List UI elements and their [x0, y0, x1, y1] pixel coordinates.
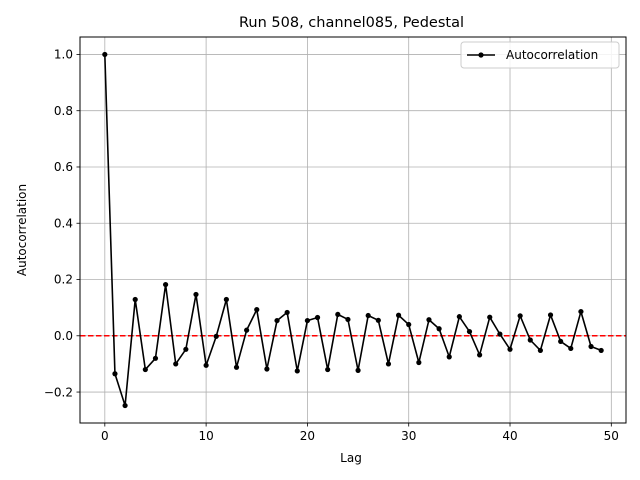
data-point — [426, 317, 432, 323]
data-point — [142, 366, 148, 373]
data-point — [325, 366, 331, 373]
data-point — [477, 352, 483, 358]
data-point — [162, 281, 169, 288]
data-point — [264, 366, 270, 372]
y-tick-label: 0.2 — [54, 273, 73, 287]
data-point — [365, 312, 371, 319]
x-tick-label: 40 — [502, 429, 517, 443]
data-point — [233, 364, 240, 370]
data-point — [497, 331, 503, 337]
data-point — [436, 326, 442, 332]
data-point — [598, 347, 604, 354]
data-point — [456, 314, 462, 320]
y-tick-label: 0.0 — [54, 329, 73, 343]
x-tick-label: 30 — [401, 429, 416, 443]
data-point — [284, 309, 290, 316]
data-point — [537, 347, 544, 354]
y-tick-label: 1.0 — [54, 48, 73, 62]
legend-box — [460, 41, 620, 69]
y-tick-label: −0.2 — [44, 385, 73, 399]
data-point — [355, 367, 361, 373]
data-point — [375, 317, 381, 323]
data-point — [183, 346, 189, 352]
data-point — [112, 371, 118, 377]
data-point — [203, 362, 209, 368]
x-tick-label: 20 — [300, 429, 315, 443]
data-point — [416, 359, 422, 366]
data-point — [132, 296, 138, 303]
data-point — [122, 402, 128, 409]
x-tick-label: 0 — [101, 429, 109, 443]
x-axis-label: Lag — [340, 451, 362, 465]
data-point — [466, 328, 473, 335]
data-point — [254, 307, 260, 313]
y-tick-label: 0.6 — [54, 160, 73, 174]
data-point — [193, 291, 199, 298]
data-point — [568, 345, 574, 352]
data-point — [558, 338, 564, 345]
data-point — [446, 354, 452, 360]
data-point — [173, 361, 179, 367]
x-tick-label: 10 — [198, 429, 213, 443]
y-axis: −0.2 0.0 0.2 0.4 0.6 0.8 1.0 — [44, 48, 80, 399]
x-axis: 0 10 20 30 40 50 — [101, 423, 619, 443]
data-point — [487, 314, 493, 320]
data-point — [102, 51, 108, 58]
data-point — [507, 346, 513, 352]
series-group — [102, 51, 604, 409]
data-point — [152, 355, 159, 361]
data-point — [213, 333, 219, 339]
data-point — [223, 296, 229, 303]
y-tick-label: 0.8 — [54, 104, 73, 118]
series-line — [104, 54, 602, 407]
chart-title: Run 508, channel085, Pedestal — [239, 15, 464, 31]
data-point — [395, 312, 402, 318]
data-point — [314, 314, 321, 321]
legend-label: Autocorrelation — [506, 48, 598, 62]
data-point — [274, 317, 280, 324]
data-point — [294, 368, 300, 374]
y-tick-label: 0.4 — [54, 216, 73, 230]
data-point — [244, 327, 250, 333]
y-axis-label: Autocorrelation — [15, 184, 29, 276]
legend-marker-sample — [478, 52, 484, 58]
data-point — [385, 361, 392, 367]
data-point — [547, 312, 554, 318]
data-point — [345, 316, 351, 323]
data-point — [588, 343, 594, 350]
legend: Autocorrelation — [460, 41, 620, 69]
data-point — [304, 317, 311, 324]
data-point — [335, 311, 341, 318]
x-tick-label: 50 — [604, 429, 619, 443]
data-point — [578, 308, 584, 315]
data-point — [406, 321, 412, 328]
axes-frame — [79, 36, 627, 424]
data-point — [527, 337, 533, 343]
data-point — [517, 313, 523, 319]
